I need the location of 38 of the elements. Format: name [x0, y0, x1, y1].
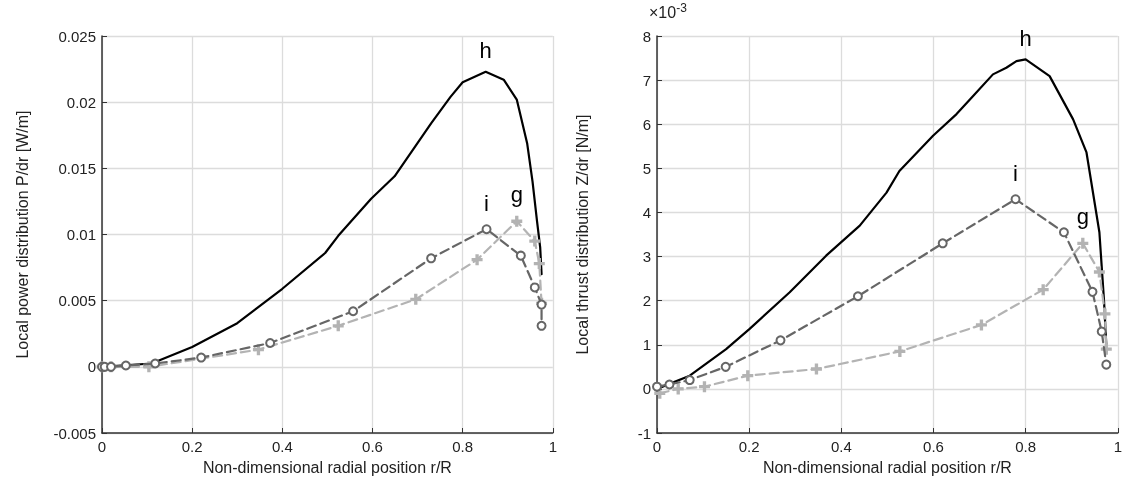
y-tick-label: 0: [87, 358, 96, 376]
y-tick-label: 0.01: [66, 226, 96, 243]
y-tick-label: 0.005: [58, 292, 96, 310]
x-axis-title: Non-dimensional radial position r/R: [202, 458, 452, 476]
y-tick-label: -1: [637, 424, 651, 442]
y-tick-label: 2: [642, 292, 651, 310]
series-label: i: [484, 190, 489, 216]
y-tick-label: 4: [642, 203, 651, 221]
y-tick-label: 7: [642, 71, 651, 89]
x-tick-label: 0.4: [271, 438, 293, 455]
series-label: g: [1076, 204, 1089, 230]
x-tick-label: 1: [548, 438, 557, 455]
y-tick-label: 1: [642, 336, 651, 354]
x-tick-label: 0.6: [923, 438, 944, 455]
y-tick-label: 0.025: [58, 27, 96, 45]
series-label: i: [1013, 160, 1018, 186]
y-tick-label: 0.02: [66, 93, 96, 111]
y-axis-title: Local power distribution P/dr [W/m]: [13, 110, 31, 359]
y-tick-label: 0.015: [58, 159, 96, 177]
series-label: h: [479, 38, 492, 64]
series-label: g: [510, 182, 523, 208]
y-tick-label: 8: [642, 27, 651, 45]
y-tick-label: 3: [642, 248, 651, 266]
y-tick-label: 6: [642, 115, 651, 133]
x-tick-label: 0: [97, 438, 107, 455]
x-tick-label: 0.6: [362, 438, 383, 455]
x-tick-label: 1: [1113, 438, 1122, 455]
y-tick-label: 5: [642, 159, 651, 177]
y-axis-title: Local thrust distribution Z/dr [N/m]: [573, 114, 591, 355]
x-tick-label: 0.2: [181, 438, 203, 455]
x-tick-label: 0.4: [830, 438, 852, 455]
x-axis-title: Non-dimensional radial position r/R: [762, 458, 1012, 476]
y-tick-label: 0: [642, 380, 651, 398]
x-tick-label: 0.8: [1015, 438, 1037, 455]
y-tick-label: -0.005: [53, 424, 96, 442]
x-tick-label: 0.2: [738, 438, 760, 455]
series-label: h: [1019, 25, 1032, 51]
x-tick-label: 0.8: [452, 438, 474, 455]
